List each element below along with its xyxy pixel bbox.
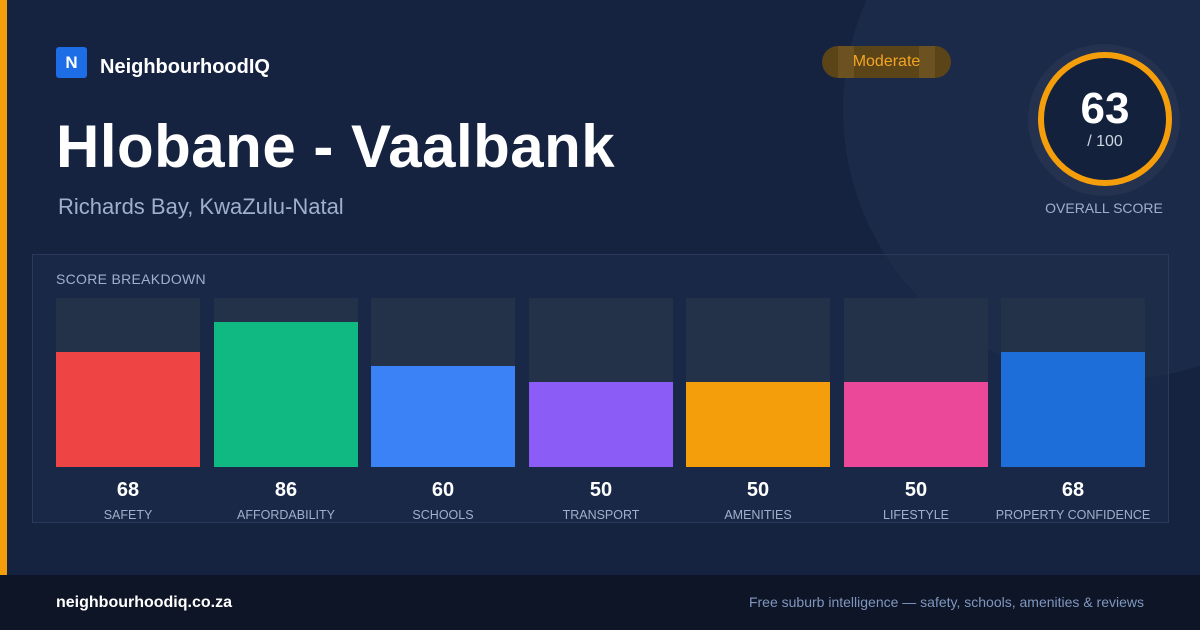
bar-label-affordability: AFFORDABILITY: [237, 508, 335, 522]
bar-lifestyle: [844, 382, 988, 467]
bar-transport: [529, 382, 673, 467]
bar-track: [686, 298, 830, 467]
bar-safety: [56, 352, 200, 467]
brand-name: NeighbourhoodIQ: [100, 56, 270, 78]
bar-amenities: [686, 382, 830, 467]
footer: [0, 575, 1200, 630]
overall-score-ring: 63 / 100: [1038, 52, 1172, 186]
rating-badge: Moderate: [822, 46, 951, 78]
suburb-title: Hlobane - Vaalbank: [56, 113, 616, 180]
bar-schools: [371, 366, 515, 467]
bar-value-schools: 60: [431, 479, 455, 501]
brand-logo-icon: N: [56, 47, 87, 78]
bar-label-property-confidence: PROPERTY CONFIDENCE: [995, 508, 1151, 522]
bar-track: [529, 298, 673, 467]
bar-value-affordability: 86: [274, 479, 298, 501]
score-breakdown-title: SCORE BREAKDOWN: [56, 271, 206, 287]
bar-label-safety: SAFETY: [103, 508, 153, 522]
footer-domain-link[interactable]: neighbourhoodiq.co.za: [56, 594, 232, 611]
bar-track: [214, 298, 358, 467]
bar-track: [844, 298, 988, 467]
overall-score-value: 63: [1080, 84, 1130, 133]
left-accent-stripe: [0, 0, 7, 575]
bar-label-transport: TRANSPORT: [562, 508, 640, 522]
bar-affordability: [214, 322, 358, 467]
bar-value-transport: 50: [589, 479, 613, 501]
bar-value-amenities: 50: [746, 479, 770, 501]
bar-value-lifestyle: 50: [904, 479, 928, 501]
brand[interactable]: N NeighbourhoodIQ: [56, 46, 270, 79]
bar-track: [1001, 298, 1145, 467]
bar-value-property-confidence: 68: [1061, 479, 1085, 501]
bar-value-safety: 68: [116, 479, 140, 501]
suburb-location: Richards Bay, KwaZulu-Natal: [58, 194, 344, 219]
overall-score-max: / 100: [1087, 133, 1123, 150]
bar-track: [371, 298, 515, 467]
bar-label-schools: SCHOOLS: [412, 508, 474, 522]
bar-track: [56, 298, 200, 467]
bar-label-amenities: AMENITIES: [724, 508, 792, 522]
rating-badge-label: Moderate: [852, 53, 921, 70]
footer-tagline: Free suburb intelligence — safety, schoo…: [748, 594, 1144, 610]
bar-label-lifestyle: LIFESTYLE: [883, 508, 949, 522]
bar-property-confidence: [1001, 352, 1145, 467]
overall-score-caption: OVERALL SCORE: [1045, 200, 1163, 216]
